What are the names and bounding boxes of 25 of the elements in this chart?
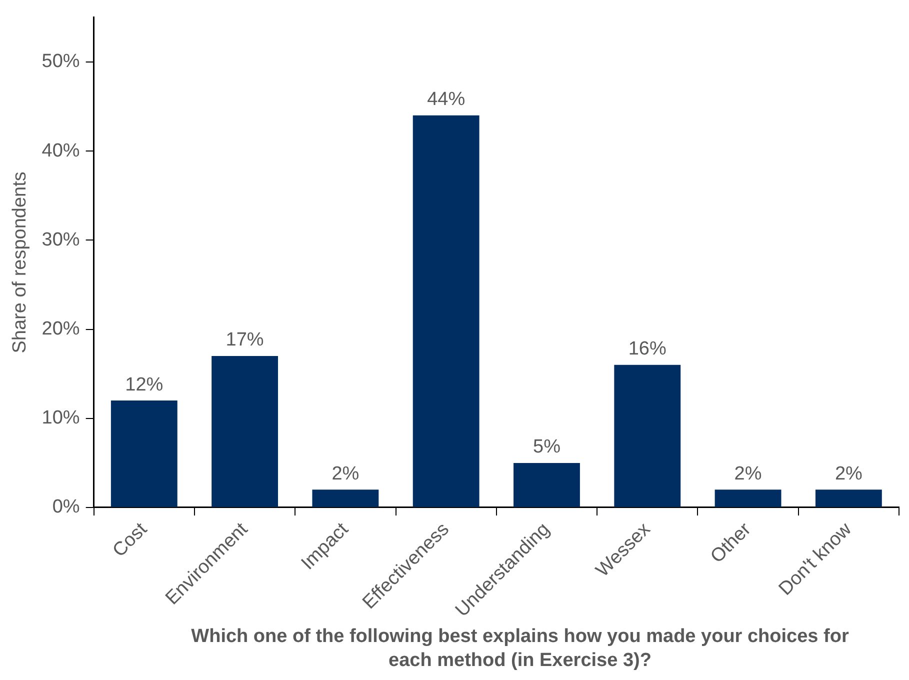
y-axis-title: Share of respondents (10, 172, 31, 354)
y-tick-label: 30% (42, 229, 80, 250)
y-tick-label: 0% (52, 496, 80, 518)
y-tick-label: 20% (42, 318, 80, 340)
bar (514, 462, 580, 507)
data-label: 5% (533, 436, 561, 458)
bar (212, 356, 278, 507)
bar (312, 490, 379, 507)
y-tick-label: 50% (42, 51, 80, 72)
bar (110, 400, 178, 507)
y-tick-label: 40% (42, 140, 80, 162)
data-label: 2% (332, 463, 360, 484)
bar (714, 490, 782, 507)
data-label: 12% (125, 374, 164, 396)
bar (614, 364, 681, 507)
bar (412, 115, 480, 507)
bar (815, 490, 882, 507)
y-tick-label: 10% (42, 408, 80, 429)
x-tick-label: Cost (108, 518, 152, 562)
data-label: 17% (226, 330, 264, 351)
data-label: 2% (834, 463, 863, 484)
x-axis-title: Which one of the following best explains how you made your choices for each method (in Exercise 3)? (190, 625, 850, 673)
data-label: 44% (427, 89, 466, 110)
data-label: 2% (734, 463, 762, 484)
data-label: 16% (628, 338, 666, 360)
